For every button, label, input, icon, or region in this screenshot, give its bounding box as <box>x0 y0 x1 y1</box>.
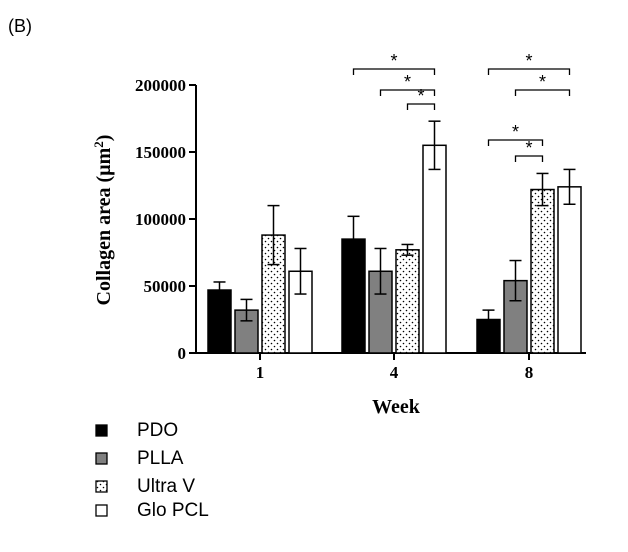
legend-swatch-plla <box>95 452 108 465</box>
y-axis-title-close: ) <box>93 135 115 142</box>
legend-label-pdo: PDO <box>137 420 178 441</box>
bracket-line <box>352 68 436 75</box>
legend-item-plla: PLLA <box>95 448 184 469</box>
bracket-line <box>487 139 544 146</box>
significance-star: * <box>512 122 519 142</box>
bracket-line <box>406 103 436 110</box>
y-tick-label: 0 <box>178 344 187 363</box>
bar-glo-pcl-week-4 <box>422 144 447 354</box>
plot-area: 0 50000 100000 150000 200000 1 4 8 * * * * * * * <box>135 51 586 382</box>
significance-bracket-week-4-pdo-vs-glo-pcl: * <box>352 51 436 75</box>
legend-swatch-glo-pcl <box>95 504 108 517</box>
significance-star: * <box>525 138 532 158</box>
significance-bracket-week-4-plla-vs-glo-pcl: * <box>379 72 436 96</box>
bar-glo-pcl-week-8 <box>557 186 582 354</box>
legend-label-ultra-v: Ultra V <box>137 476 195 497</box>
legend-label-glo-pcl: Glo PCL <box>137 500 209 521</box>
legend: PDO PLLA Ultra V Glo PCL <box>95 420 209 521</box>
legend-swatch-pdo <box>95 424 108 437</box>
y-tick-label: 50000 <box>144 277 187 296</box>
bars <box>207 144 582 354</box>
bracket-line <box>514 155 544 162</box>
y-axis: 0 50000 100000 150000 200000 <box>135 76 197 363</box>
significance-star: * <box>417 86 424 106</box>
legend-item-glo-pcl: Glo PCL <box>95 500 209 521</box>
significance-bracket-week-8-plla-vs-glo-pcl: * <box>514 72 571 96</box>
y-axis-title-superscript: 2 <box>91 141 106 148</box>
bar-ultra-v-week-8 <box>530 188 555 354</box>
significance-star: * <box>404 72 411 92</box>
bar-pdo-week-1 <box>207 289 232 354</box>
bracket-line <box>514 89 571 96</box>
legend-label-plla: PLLA <box>137 448 184 469</box>
significance-bracket-week-8-pdo-vs-ultra-v: * <box>487 122 544 146</box>
significance-bracket-week-4-ultra-v-vs-glo-pcl: * <box>406 86 436 110</box>
x-tick-label-4: 4 <box>390 363 399 382</box>
error-bars <box>213 120 576 330</box>
significance-star: * <box>525 51 532 71</box>
x-tick-label-8: 8 <box>525 363 534 382</box>
panel-label: (B) <box>8 16 32 36</box>
bracket-line <box>487 68 571 75</box>
bar-ultra-v-week-4 <box>395 249 420 354</box>
legend-item-ultra-v: Ultra V <box>95 476 195 497</box>
y-axis-title-text: Collagen area (µm <box>93 147 115 305</box>
y-axis-title: Collagen area (µm2) <box>91 135 116 306</box>
y-tick-label: 150000 <box>135 143 186 162</box>
legend-item-pdo: PDO <box>95 420 178 441</box>
significance-bracket-week-8-pdo-vs-glo-pcl: * <box>487 51 571 75</box>
bracket-line <box>379 89 436 96</box>
significance-star: * <box>539 72 546 92</box>
significance-bracket-week-8-plla-vs-ultra-v: * <box>514 138 544 162</box>
x-axis-title: Week <box>372 396 421 418</box>
significance-brackets: * * * * * * * <box>352 51 571 162</box>
y-tick-label: 100000 <box>135 210 186 229</box>
significance-star: * <box>390 51 397 71</box>
x-tick-label-1: 1 <box>256 363 265 382</box>
x-axis: 1 4 8 <box>196 352 586 382</box>
legend-swatch-ultra-v <box>95 480 108 493</box>
y-tick-label: 200000 <box>135 76 186 95</box>
